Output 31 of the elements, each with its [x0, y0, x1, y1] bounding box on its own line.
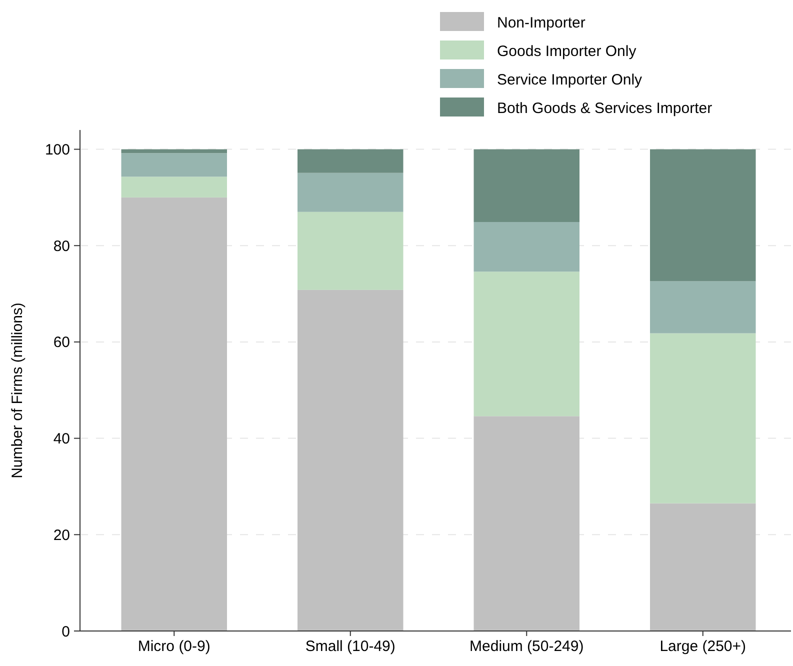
bar [298, 212, 404, 290]
bar [474, 222, 580, 272]
y-tick-label: 0 [62, 623, 70, 640]
bar [121, 149, 227, 154]
bar [650, 281, 756, 334]
bar [650, 503, 756, 631]
legend-label: Service Importer Only [497, 71, 643, 88]
y-tick-label: 100 [44, 142, 70, 159]
y-tick-label: 60 [53, 334, 70, 352]
bar [650, 333, 756, 504]
x-tick-label: Micro (0-9) [138, 638, 210, 655]
legend-label: Non-Importer [497, 14, 586, 32]
legend-label: Both Goods & Services Importer [497, 100, 712, 117]
bar [298, 290, 404, 631]
bar [650, 149, 756, 282]
y-tick-label: 20 [53, 526, 70, 544]
bar [474, 149, 580, 222]
y-axis-title: Number of Firms (millions) [9, 302, 26, 478]
bar [121, 153, 227, 177]
x-tick-label: Medium (50-249) [470, 638, 584, 655]
bar [121, 197, 227, 631]
bar [474, 416, 580, 631]
bar [298, 149, 404, 173]
x-tick-label: Large (250+) [660, 638, 746, 655]
x-tick-label: Small (10-49) [305, 638, 396, 655]
y-tick-label: 40 [53, 430, 70, 448]
y-tick-label: 80 [53, 238, 70, 255]
legend-label: Goods Importer Only [497, 42, 637, 60]
bar [474, 272, 580, 416]
bar [121, 176, 227, 198]
bar [298, 172, 404, 212]
